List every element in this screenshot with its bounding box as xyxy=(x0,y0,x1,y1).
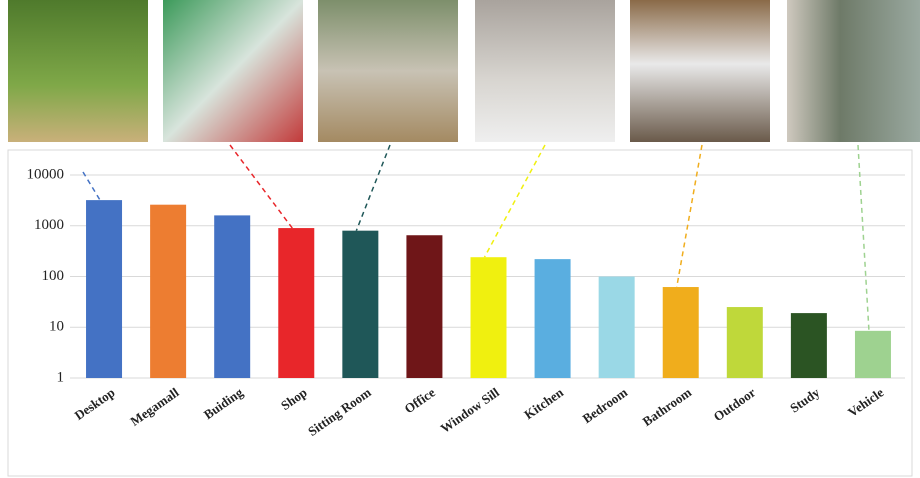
bar xyxy=(406,235,443,378)
photo xyxy=(163,0,303,142)
x-tick-label: Buiding xyxy=(201,384,246,422)
connector xyxy=(857,144,870,331)
bar xyxy=(662,287,699,378)
bar xyxy=(150,204,187,378)
x-tick-label: Study xyxy=(787,384,823,415)
connector xyxy=(355,144,391,231)
photo xyxy=(475,0,615,142)
bar xyxy=(534,259,571,378)
photos xyxy=(8,0,920,142)
photo xyxy=(630,0,770,142)
y-tick-label: 10000 xyxy=(27,166,65,182)
x-tick-label: Sitting Room xyxy=(305,385,374,439)
x-tick-label: Megamall xyxy=(127,384,181,428)
y-tick-label: 100 xyxy=(42,268,65,284)
bar xyxy=(470,257,507,378)
connector xyxy=(675,144,703,288)
connector xyxy=(483,144,546,258)
bar xyxy=(790,313,827,378)
x-tick-label: Shop xyxy=(278,385,310,413)
x-tick-label: Bathroom xyxy=(640,385,695,430)
bar xyxy=(854,330,891,378)
x-tick-label: Outdoor xyxy=(711,384,759,424)
photo xyxy=(318,0,458,142)
bar xyxy=(214,215,251,378)
bar xyxy=(86,200,123,378)
connector xyxy=(82,171,101,201)
photo xyxy=(787,0,920,142)
y-tick-label: 1 xyxy=(57,369,65,385)
y-tick-label: 1000 xyxy=(34,217,64,233)
bar xyxy=(726,307,763,378)
bar xyxy=(278,228,315,378)
y-tick-label: 10 xyxy=(49,319,64,335)
x-tick-label: Kitchen xyxy=(521,384,566,422)
x-tick-label: Bedroom xyxy=(580,385,631,427)
chart-frame xyxy=(7,149,913,477)
x-tick-label: Office xyxy=(401,384,438,416)
bar xyxy=(598,276,635,378)
bar xyxy=(342,230,379,378)
photo xyxy=(8,0,148,142)
x-tick-label: Desktop xyxy=(72,385,118,423)
x-tick-label: Vehicle xyxy=(845,384,887,419)
x-tick-label: Window Sill xyxy=(438,384,503,436)
